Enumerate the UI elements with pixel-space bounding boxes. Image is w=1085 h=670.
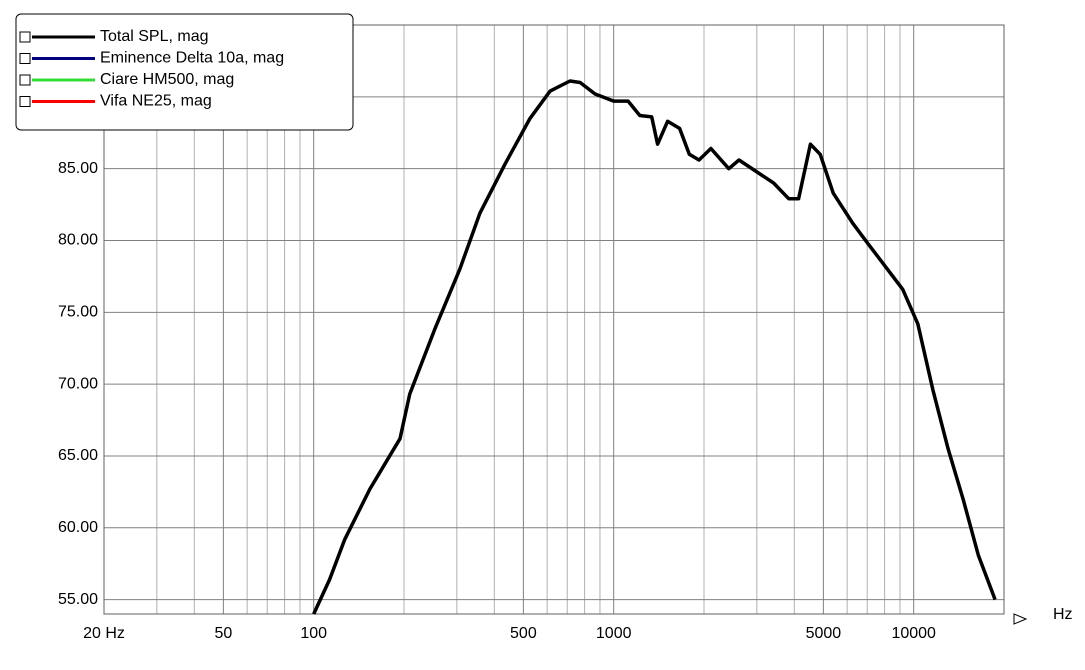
x-tick-label: 20 Hz — [83, 625, 125, 642]
legend: Total SPL, mag Eminence Delta 10a, mag Cia… — [15, 13, 354, 131]
x-tick-label: 5000 — [806, 625, 842, 642]
x-tick-label: 500 — [510, 625, 537, 642]
y-tick-label: 55.00 — [58, 591, 98, 608]
legend-checkbox — [19, 96, 31, 107]
y-tick-label: 80.00 — [58, 232, 98, 249]
axis-arrow — [1013, 613, 1028, 625]
legend-box — [15, 13, 354, 131]
series-line — [312, 79, 997, 615]
y-tick-label: 75.00 — [58, 304, 98, 321]
y-tick-label: 60.00 — [58, 519, 98, 536]
legend-label: Total SPL, mag — [100, 28, 209, 45]
x-tick-label: 10000 — [891, 625, 936, 642]
legend-checkbox — [19, 74, 31, 86]
legend-checkbox — [19, 31, 31, 43]
plot — [312, 79, 997, 615]
plot-frame — [103, 24, 1005, 615]
y-tick-label: 65.00 — [58, 447, 98, 464]
y-tick-label: 70.00 — [58, 375, 98, 392]
legend-label: Ciare HM500, mag — [100, 71, 234, 88]
legend-label: Eminence Delta 10a, mag — [100, 50, 284, 67]
x-tick-label: 100 — [300, 625, 327, 642]
legend-checkbox — [19, 53, 31, 64]
x-tick-label: 1000 — [596, 625, 632, 642]
x-tick-label: 50 — [214, 625, 232, 642]
x-axis-label: Hz — [1053, 606, 1073, 623]
y-tick-label: 85.00 — [58, 160, 98, 177]
legend-label: Vifa NE25, mag — [100, 93, 212, 110]
